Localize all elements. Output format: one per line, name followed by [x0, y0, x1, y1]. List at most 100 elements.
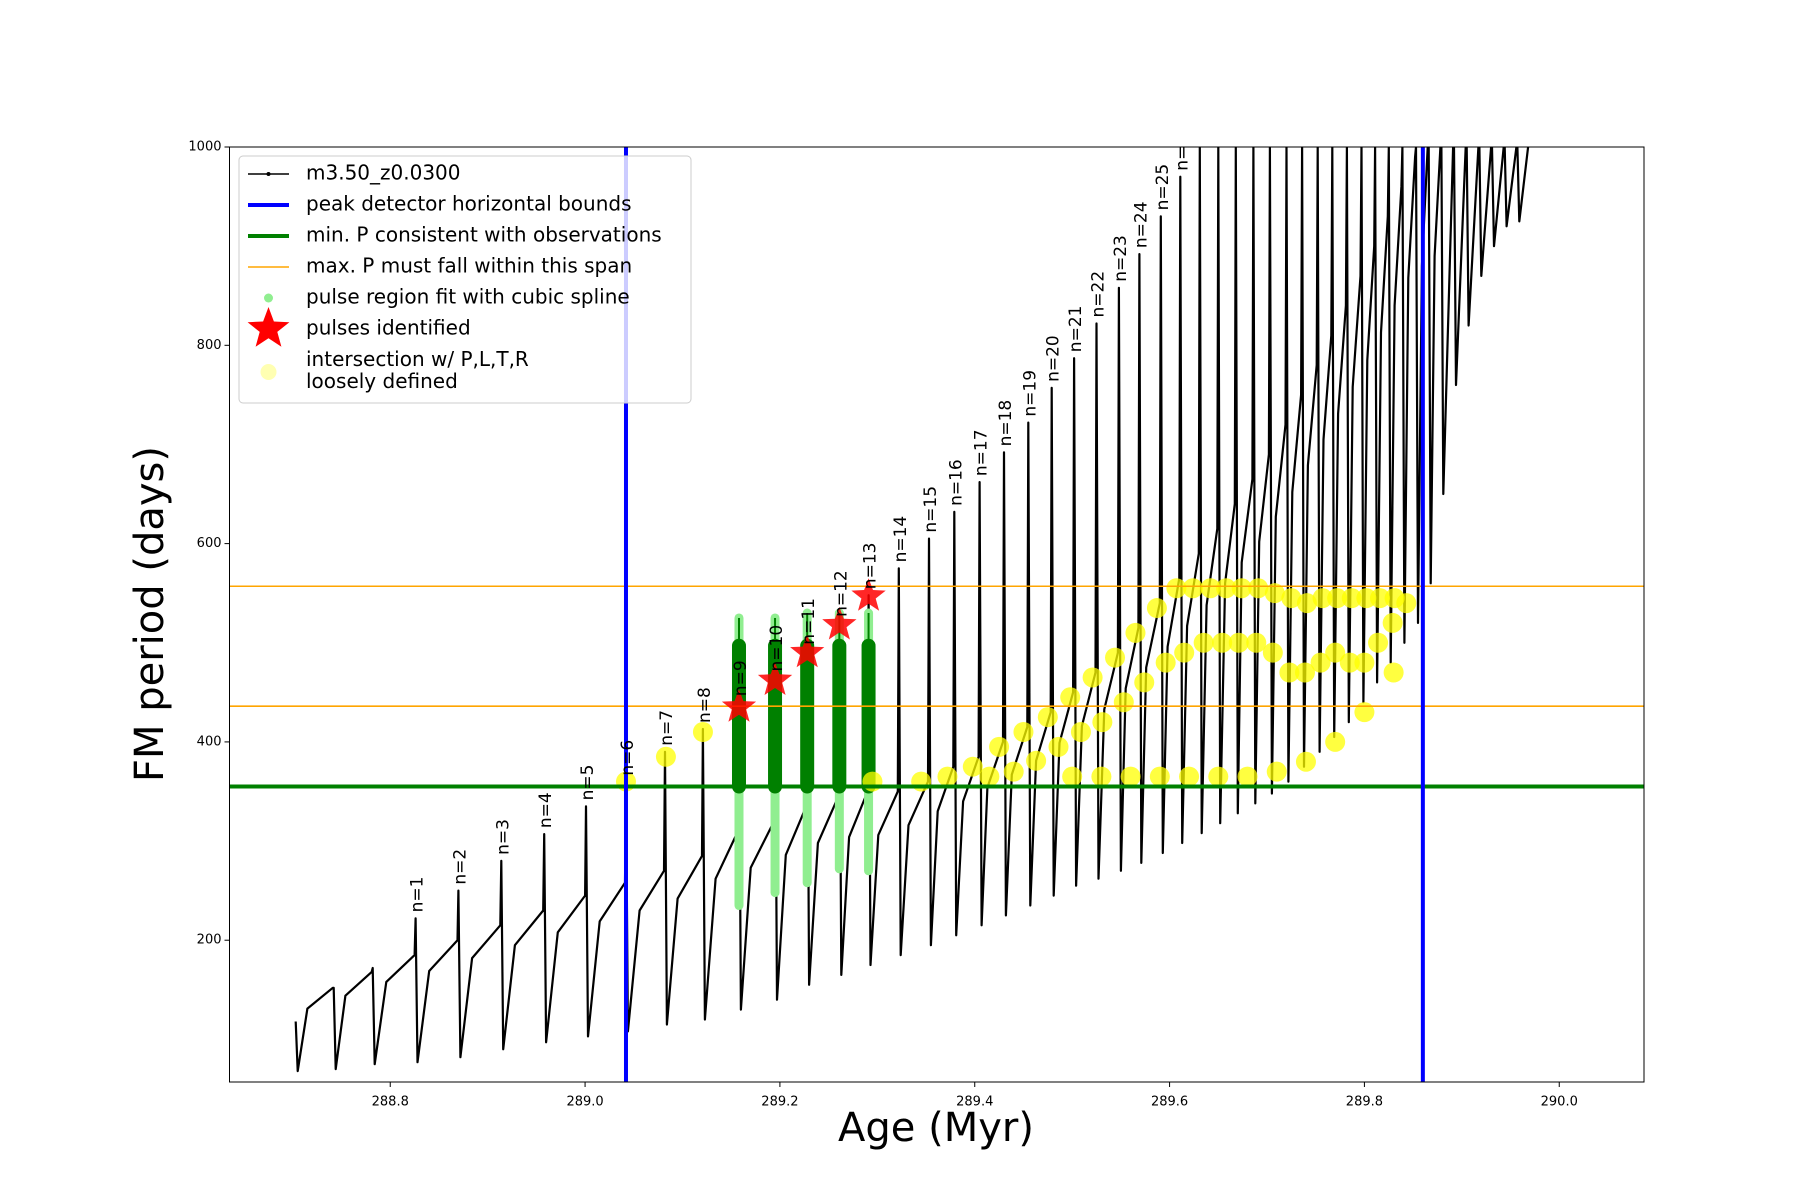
pulse-label: n=17 [972, 429, 992, 476]
intersection-point [1237, 766, 1258, 787]
legend-text: pulses identified [306, 316, 471, 340]
intersection-point [1312, 588, 1333, 609]
intersection-point [1294, 662, 1315, 683]
pulse-label: n=26 [1172, 124, 1192, 171]
intersection-point [1325, 731, 1346, 752]
legend-text: intersection w/ P,L,T,R loosely defined [306, 347, 529, 393]
y-tick-label: 1000 [188, 140, 221, 155]
pulse-star [851, 578, 886, 611]
intersection-point [1060, 687, 1081, 708]
y-axis-label: FM period (days) [127, 446, 173, 782]
pulse-label: n=11 [799, 598, 819, 645]
intersection-point [1296, 593, 1317, 614]
intersection-point [1369, 588, 1390, 609]
intersection-point [1120, 766, 1141, 787]
intersection-point [1231, 578, 1252, 599]
intersection-point [1179, 766, 1200, 787]
intersection-point [1149, 766, 1170, 787]
x-tick-label: 289.4 [956, 1095, 993, 1110]
pulse-label: n=22 [1089, 271, 1109, 318]
x-tick-label: 289.0 [566, 1095, 603, 1110]
intersection-point [1003, 761, 1024, 782]
intersection-point [1383, 662, 1404, 683]
pulse-label: n=24 [1131, 201, 1151, 248]
pulse-star [757, 662, 793, 695]
intersection-point [1105, 647, 1126, 668]
overlay: 288.8 289.0 289.2 289.4 289.6 289.8 290.0 200 40… [188, 140, 1645, 1110]
pulse-label: n=10 [767, 625, 787, 672]
intersection-point [1216, 578, 1237, 599]
y-tick-label: 400 [197, 734, 222, 749]
x-axis-label: Age (Myr) [838, 1105, 1034, 1151]
intersection-point [1208, 766, 1229, 787]
intersection-point [962, 756, 983, 777]
intersection-point [1037, 707, 1058, 728]
pulse-label: n=15 [921, 486, 941, 533]
intersection-point [1325, 642, 1346, 663]
intersection-point [979, 766, 1000, 787]
intersection-point [1327, 588, 1348, 609]
intersection-point [1368, 632, 1389, 653]
intersection-point [1070, 721, 1091, 742]
pulse-label: n=19 [1020, 370, 1040, 417]
y-tick-label: 600 [197, 536, 222, 551]
pulse-label: n=8 [695, 687, 715, 723]
pulse-label: n=12 [831, 570, 851, 617]
legend-text: peak detector horizontal bounds [306, 192, 632, 216]
x-tick-label: 290.0 [1541, 1095, 1578, 1110]
intersection-point [655, 746, 676, 767]
intersection-point [1155, 652, 1176, 673]
legend-marker [247, 307, 290, 347]
pulse-label: n=23 [1111, 235, 1131, 282]
intersection-point [1246, 632, 1267, 653]
pulse-label: n=13 [861, 543, 881, 590]
pulse-star [822, 606, 857, 640]
intersection-point [1200, 578, 1221, 599]
intersection-point [937, 766, 958, 787]
intersection-point [1354, 652, 1375, 673]
intersection-point [1266, 761, 1287, 782]
legend-marker [266, 172, 271, 176]
x-tick-label: 288.8 [372, 1095, 409, 1110]
pulse-label: n=6 [618, 740, 638, 776]
intersection-point [1146, 598, 1167, 619]
pulse-label: n=25 [1153, 164, 1173, 211]
legend-marker [260, 364, 277, 380]
pulse-label: n=2 [450, 849, 470, 885]
intersection-point [1013, 721, 1034, 742]
x-tick-label: 289.8 [1346, 1095, 1383, 1110]
intersection-point [1281, 588, 1302, 609]
legend-text: m3.50_z0.0300 [306, 161, 461, 185]
intersection-point [1262, 642, 1283, 663]
pulse-label: n=9 [731, 660, 751, 696]
intersection-point [1264, 583, 1285, 604]
intersection-point [989, 736, 1010, 757]
intersection-point [692, 721, 713, 742]
intersection-point [1048, 736, 1069, 757]
pulse-label: n=7 [657, 710, 677, 746]
x-tick-label: 289.2 [761, 1095, 798, 1110]
intersection-point [1341, 588, 1362, 609]
intersection-point [1026, 750, 1047, 771]
pulse-star [790, 634, 825, 668]
axes-frame [229, 146, 1645, 1083]
intersection-point [1174, 642, 1195, 663]
pulse-label: n=1 [408, 877, 428, 913]
legend-marker [264, 293, 273, 303]
pulse-star [721, 689, 757, 722]
intersection-point [1193, 632, 1214, 653]
intersection-point [1212, 632, 1233, 653]
intersection-point [1279, 662, 1300, 683]
intersection-point [862, 771, 883, 792]
intersection-point [1248, 578, 1269, 599]
intersection-point [1354, 702, 1375, 723]
intersection-point [1396, 593, 1417, 614]
pulse-label: n=21 [1066, 306, 1086, 353]
pulse-label: n=18 [996, 400, 1016, 447]
legend-text: pulse region fit with cubic spline [306, 285, 630, 309]
x-tick-label: 289.6 [1151, 1095, 1188, 1110]
y-tick-label: 800 [197, 338, 222, 353]
legend-text: max. P must fall within this span [306, 254, 632, 278]
intersection-point [1182, 578, 1203, 599]
